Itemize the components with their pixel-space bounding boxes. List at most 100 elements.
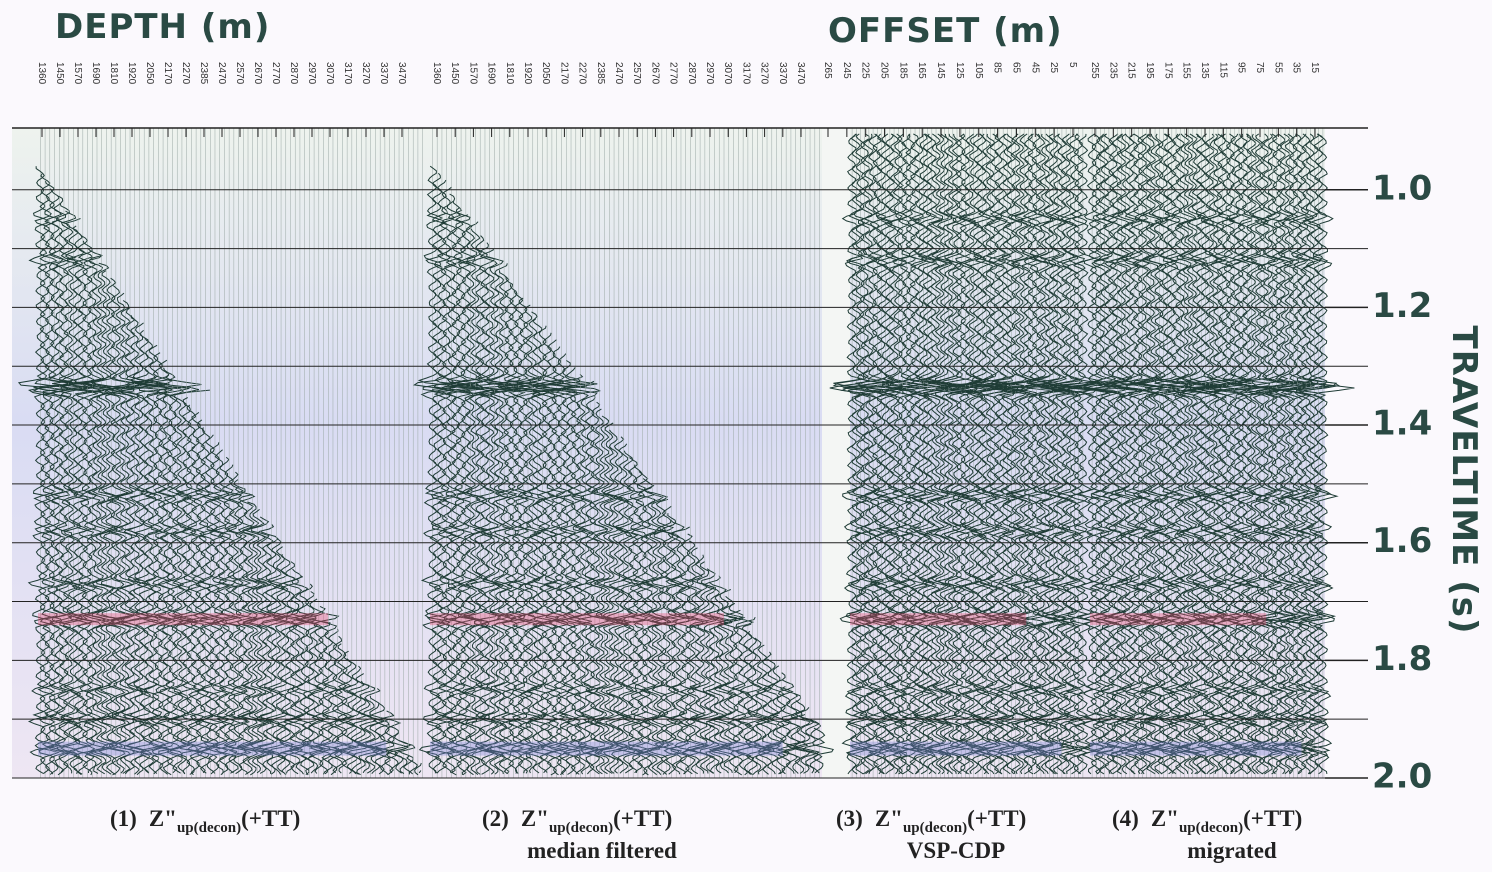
trace <box>483 263 522 775</box>
trace <box>677 540 708 775</box>
trace <box>315 628 346 776</box>
trace-label: 45 <box>1029 62 1040 74</box>
trace <box>89 270 134 775</box>
trace-label: 2670 <box>649 62 660 85</box>
y-tick-label: 1.8 <box>1372 639 1432 679</box>
trace <box>635 484 670 776</box>
trace-label: 2270 <box>577 62 588 85</box>
trace <box>52 225 105 775</box>
trace <box>1183 133 1223 775</box>
trace <box>497 290 539 774</box>
y-tick-label: 1.4 <box>1372 404 1432 444</box>
depth-header: DEPTH (m) <box>55 7 270 47</box>
trace <box>1256 133 1298 775</box>
trace <box>279 568 307 775</box>
trace <box>939 133 984 774</box>
trace <box>1154 133 1192 775</box>
trace <box>1083 133 1129 775</box>
trace <box>417 165 456 774</box>
event-highlight <box>850 613 1027 626</box>
trace <box>1063 133 1109 775</box>
panel-number: (3) <box>836 806 863 831</box>
trace <box>138 352 174 775</box>
trace <box>459 242 511 775</box>
trace <box>496 284 537 774</box>
trace <box>1175 133 1220 775</box>
trace-label: 175 <box>1162 62 1173 79</box>
trace <box>478 255 526 775</box>
trace <box>1280 133 1326 775</box>
trace-label: 1570 <box>467 62 478 85</box>
trace <box>534 339 580 776</box>
trace-label: 185 <box>897 62 908 79</box>
trace-label: 2770 <box>668 62 679 85</box>
trace <box>274 561 304 774</box>
panel-caption: (3) Z"up(decon)(+TT) <box>836 806 1026 836</box>
trace <box>966 133 1010 775</box>
trace <box>1033 133 1081 774</box>
trace <box>95 285 142 776</box>
trace <box>900 133 945 775</box>
trace <box>1178 133 1223 775</box>
trace <box>717 602 746 774</box>
trace <box>847 133 891 775</box>
panel-suffix: (+TT) <box>241 806 300 831</box>
event-highlight <box>1090 613 1267 626</box>
trace <box>418 770 422 774</box>
trace <box>785 700 812 774</box>
trace-label: 2570 <box>234 62 245 85</box>
trace <box>591 415 621 775</box>
trace <box>653 513 684 775</box>
trace <box>1135 133 1180 775</box>
trace <box>1089 133 1132 775</box>
trace <box>744 630 772 775</box>
trace <box>937 133 980 775</box>
trace-label: 1690 <box>90 62 101 85</box>
trace-label: 1360 <box>431 62 442 85</box>
trace-label: 2570 <box>631 62 642 85</box>
trace <box>812 727 834 774</box>
trace-label: 235 <box>1107 62 1118 79</box>
event-highlight <box>1090 741 1302 756</box>
trace <box>629 478 661 776</box>
trace <box>205 449 236 775</box>
trace-label: 3170 <box>740 62 751 85</box>
panel-suffix: (+TT) <box>1243 806 1302 831</box>
trace <box>594 422 628 774</box>
trace-label: 2870 <box>686 62 697 85</box>
trace <box>1094 133 1134 775</box>
trace <box>331 650 357 774</box>
trace <box>394 740 416 775</box>
trace <box>782 693 809 774</box>
trace <box>117 322 170 776</box>
trace <box>794 707 821 774</box>
trace-label: 25 <box>1048 62 1059 74</box>
y-tick-label: 1.0 <box>1372 168 1432 208</box>
trace-label: 195 <box>1144 62 1155 79</box>
trace <box>928 133 974 775</box>
trace <box>1189 133 1234 775</box>
panel-caption: (4) Z"up(decon)(+TT) <box>1112 806 1302 836</box>
trace-label: 3270 <box>360 62 371 85</box>
trace-label: 155 <box>1181 62 1192 79</box>
trace <box>864 133 914 775</box>
trace <box>829 133 869 775</box>
trace <box>548 367 598 775</box>
y-tick-label: 1.6 <box>1372 521 1432 561</box>
trace <box>214 464 244 774</box>
trace <box>1148 133 1194 775</box>
trace <box>241 509 273 774</box>
trace-label: 135 <box>1199 62 1210 79</box>
trace-label: 165 <box>916 62 927 79</box>
trace <box>976 133 1025 775</box>
trace-label: 3370 <box>378 62 389 85</box>
panel-symbol: Z" <box>149 806 177 831</box>
trace-label: 1920 <box>522 62 533 85</box>
trace <box>663 519 690 775</box>
panel-note: VSP-CDP <box>907 838 1005 863</box>
panel-suffix: (+TT) <box>613 806 672 831</box>
trace <box>1181 133 1228 775</box>
trace <box>560 387 599 775</box>
trace <box>984 133 1034 775</box>
trace <box>62 247 107 774</box>
